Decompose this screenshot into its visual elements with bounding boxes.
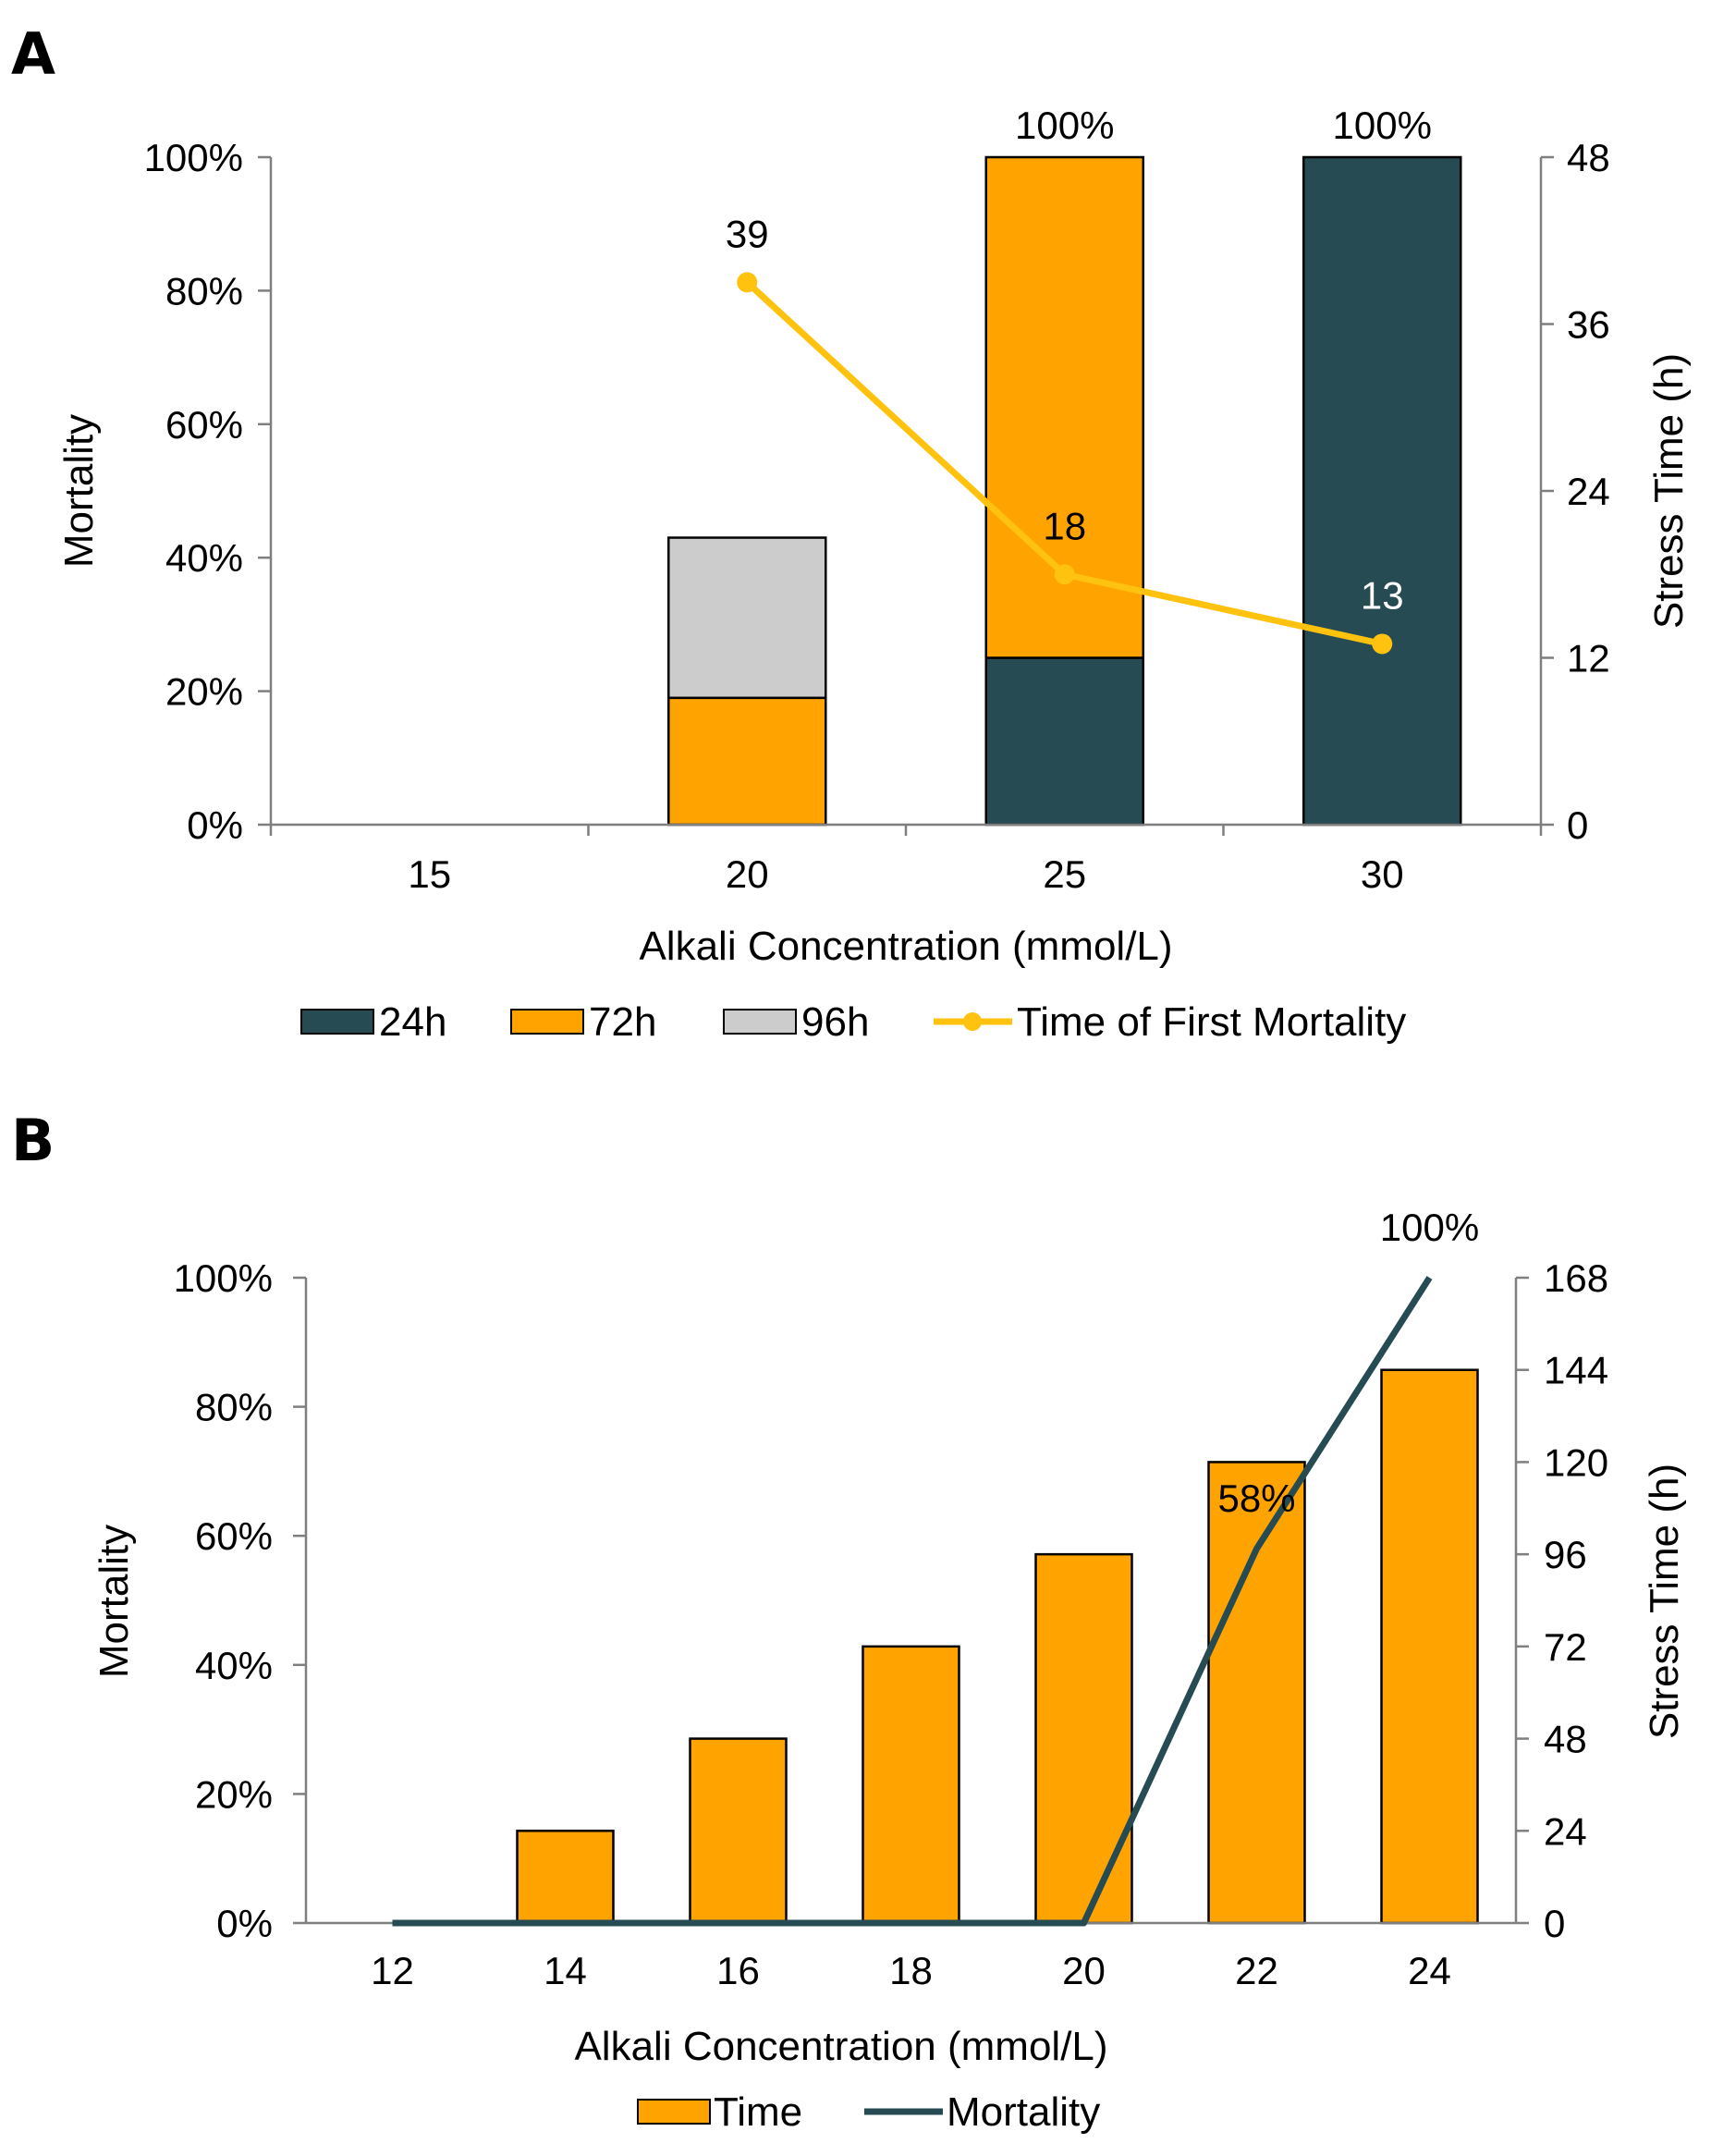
panel-a-y-axis-title: Mortality bbox=[56, 414, 102, 568]
data-label-mortality-22: 58% bbox=[1217, 1476, 1295, 1520]
data-label-mortality-24: 100% bbox=[1380, 1206, 1479, 1249]
y-tick-label-100: 100% bbox=[144, 136, 243, 179]
y-tick-label-80: 80% bbox=[165, 269, 243, 312]
bar-24h-25 bbox=[984, 656, 1144, 827]
y2-tick-label-12: 12 bbox=[1567, 637, 1610, 680]
bar-96h-20 bbox=[667, 536, 827, 700]
x-tick-label-20: 20 bbox=[1062, 1949, 1106, 1992]
x-tick-label-14: 14 bbox=[544, 1949, 587, 1992]
y-tick-label-60: 60% bbox=[165, 403, 243, 447]
panel-b-line-series bbox=[392, 1276, 1433, 1927]
x-tick-label-15: 15 bbox=[408, 852, 451, 896]
legend-label-time: Time bbox=[714, 2089, 802, 2135]
marker-first-mortality-30 bbox=[1372, 633, 1393, 655]
legend-swatch-72h bbox=[510, 1009, 584, 1035]
data-label-first-mortality-30: 13 bbox=[1361, 573, 1404, 617]
x-tick-label-12: 12 bbox=[371, 1949, 414, 1992]
y2-tick-label-168: 168 bbox=[1544, 1256, 1608, 1300]
y2-tick-label-120: 120 bbox=[1544, 1440, 1608, 1484]
marker-first-mortality-25 bbox=[1054, 564, 1075, 585]
panel-b-x-axis-title: Alkali Concentration (mmol/L) bbox=[574, 2024, 1107, 2069]
data-label-total-25: 100% bbox=[1015, 104, 1114, 147]
bar-time-22 bbox=[1207, 1461, 1306, 1925]
y-tick-label-20: 20% bbox=[195, 1772, 273, 1816]
panel-a-y2-ticks: 0 12 24 36 48 bbox=[1541, 136, 1610, 847]
y-tick-label-0: 0% bbox=[216, 1902, 273, 1945]
y2-tick-label-72: 72 bbox=[1544, 1625, 1587, 1669]
y-tick-label-40: 40% bbox=[195, 1644, 273, 1687]
legend-label-72h: 72h bbox=[589, 999, 656, 1045]
line-mortality bbox=[392, 1276, 1433, 1927]
y2-tick-label-48: 48 bbox=[1567, 136, 1610, 179]
panel-a-data-labels: 39 18 13 100% 100% bbox=[726, 104, 1432, 617]
y2-tick-label-36: 36 bbox=[1567, 303, 1610, 347]
y-tick-label-60: 60% bbox=[195, 1514, 273, 1558]
panel-b-x-ticks: 12 14 16 18 20 22 24 bbox=[371, 1949, 1451, 1992]
panel-b-y-ticks: 0% 20% 40% 60% 80% 100% bbox=[174, 1256, 306, 1945]
legend-label-mortality: Mortality bbox=[947, 2089, 1100, 2135]
y2-tick-label-144: 144 bbox=[1544, 1349, 1608, 1392]
data-label-total-30: 100% bbox=[1333, 104, 1432, 147]
bar-time-20 bbox=[1034, 1552, 1133, 1925]
x-tick-label-22: 22 bbox=[1235, 1949, 1278, 1992]
legend-swatch-24h bbox=[300, 1009, 374, 1035]
x-tick-label-24: 24 bbox=[1408, 1949, 1451, 1992]
bar-time-14 bbox=[516, 1830, 615, 1925]
legend-label-96h: 96h bbox=[801, 999, 869, 1045]
x-tick-label-18: 18 bbox=[889, 1949, 933, 1992]
bar-time-16 bbox=[689, 1737, 788, 1925]
panel-a-y-ticks: 0% 20% 40% 60% 80% 100% bbox=[144, 136, 271, 847]
bar-24h-30 bbox=[1302, 155, 1462, 827]
y-tick-label-80: 80% bbox=[195, 1386, 273, 1429]
y-tick-label-20: 20% bbox=[165, 670, 243, 714]
panel-b-y2-axis-title: Stress Time (h) bbox=[1642, 1464, 1687, 1739]
y2-tick-label-24: 24 bbox=[1567, 470, 1610, 513]
legend-marker-first-mortality bbox=[963, 1012, 982, 1031]
panel-b-data-labels: 58% 100% bbox=[1217, 1206, 1479, 1520]
y2-tick-label-0: 0 bbox=[1567, 803, 1588, 847]
panel-a-bars bbox=[667, 155, 1462, 827]
bar-time-24 bbox=[1380, 1368, 1479, 1925]
panel-a-x-ticks: 15 20 25 30 bbox=[269, 825, 1543, 896]
panel-b-bars bbox=[516, 1368, 1479, 1925]
y2-tick-label-24: 24 bbox=[1544, 1809, 1587, 1853]
y-tick-label-40: 40% bbox=[165, 536, 243, 580]
panel-b-y2-ticks: 0 24 48 72 96 120 144 168 bbox=[1516, 1256, 1608, 1945]
y2-tick-label-0: 0 bbox=[1544, 1902, 1565, 1945]
x-tick-label-30: 30 bbox=[1361, 852, 1404, 896]
panel-b-letter: B bbox=[11, 1107, 55, 1174]
panel-b-legend: Time Mortality bbox=[637, 2089, 1100, 2135]
y2-tick-label-96: 96 bbox=[1544, 1533, 1587, 1576]
panel-b-chart: B 0%20%40%60%80%100% 024487296120144168 … bbox=[11, 1107, 1687, 2135]
marker-first-mortality-20 bbox=[737, 272, 758, 293]
panel-b-y-axis-title: Mortality bbox=[92, 1525, 137, 1678]
legend-swatch-96h bbox=[723, 1009, 797, 1035]
legend-swatch-time bbox=[637, 2099, 711, 2125]
panel-a-legend: 24h 72h 96h Time of First Mortality bbox=[300, 999, 1406, 1045]
bar-72h-20 bbox=[667, 696, 827, 827]
y-tick-label-0: 0% bbox=[187, 803, 243, 847]
data-label-first-mortality-20: 39 bbox=[726, 212, 769, 255]
y-tick-label-100: 100% bbox=[174, 1256, 273, 1300]
y2-tick-label-48: 48 bbox=[1544, 1718, 1587, 1761]
x-tick-label-16: 16 bbox=[716, 1949, 760, 1992]
bar-time-18 bbox=[862, 1645, 960, 1925]
panel-a-x-axis-title: Alkali Concentration (mmol/L) bbox=[639, 924, 1172, 969]
data-label-first-mortality-25: 18 bbox=[1043, 504, 1086, 547]
legend-label-first-mortality: Time of First Mortality bbox=[1017, 999, 1406, 1045]
x-tick-label-25: 25 bbox=[1043, 852, 1086, 896]
x-tick-label-20: 20 bbox=[726, 852, 769, 896]
panel-a-line-series bbox=[737, 272, 1393, 655]
panel-a-letter: A bbox=[11, 20, 55, 88]
panel-a-y2-axis-title: Stress Time (h) bbox=[1646, 353, 1692, 629]
legend-label-24h: 24h bbox=[379, 999, 446, 1045]
